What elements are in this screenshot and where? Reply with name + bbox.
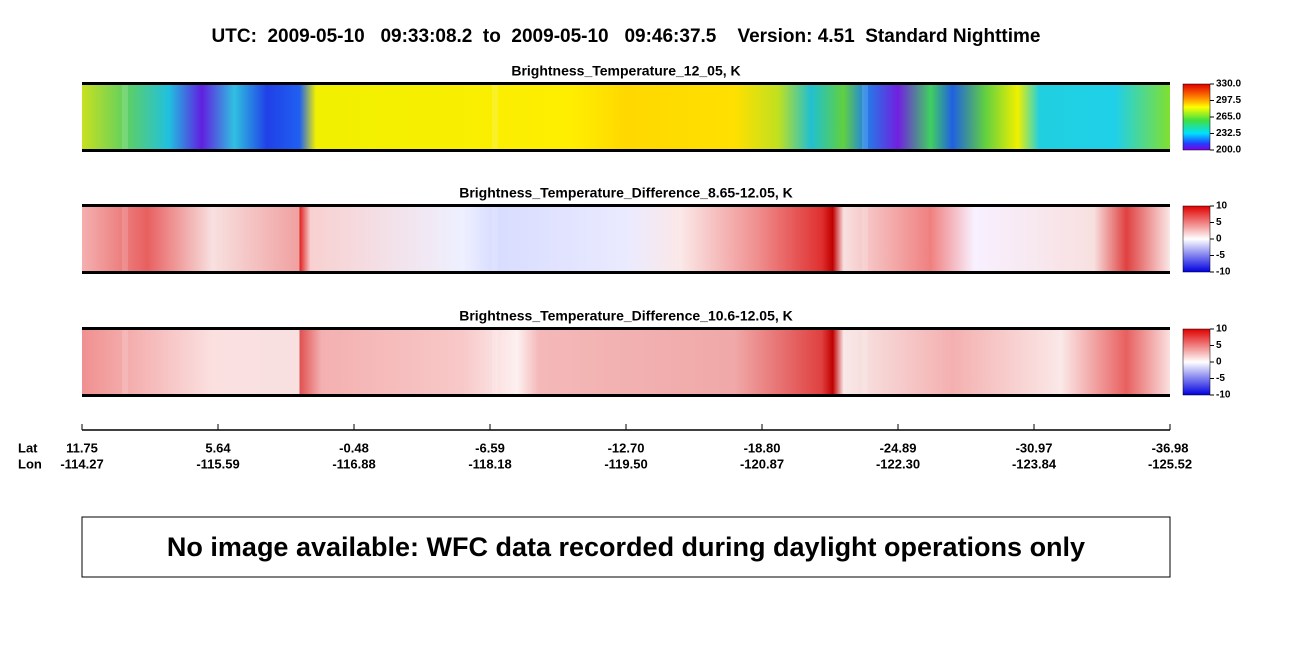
strip-edge bbox=[82, 204, 1170, 207]
lon-heading: Lon bbox=[18, 456, 42, 471]
colorbar-label: 200.0 bbox=[1216, 145, 1241, 156]
lon-label: -125.52 bbox=[1148, 456, 1192, 471]
image-strip bbox=[82, 206, 1170, 272]
texture bbox=[492, 206, 498, 272]
texture bbox=[122, 329, 128, 395]
texture bbox=[492, 84, 498, 150]
message-box bbox=[81, 516, 1171, 578]
colorbar-label: 0 bbox=[1216, 234, 1222, 245]
panel-title: Brightness_Temperature_Difference_10.6-1… bbox=[459, 308, 793, 324]
strip-edge bbox=[82, 327, 1170, 330]
colorbar-label: 10 bbox=[1216, 324, 1228, 335]
colorbar-label: -5 bbox=[1216, 373, 1225, 384]
lon-label: -114.27 bbox=[60, 456, 103, 471]
colorbar-label: 10 bbox=[1216, 201, 1228, 212]
colorbar-label: 297.5 bbox=[1216, 95, 1241, 106]
strip-edge bbox=[82, 149, 1170, 152]
lon-label: -120.87 bbox=[740, 456, 784, 471]
lon-label: -122.30 bbox=[876, 456, 920, 471]
message: No image available: WFC data recorded du… bbox=[167, 532, 1085, 562]
strip-edge bbox=[82, 82, 1170, 85]
colorbar-label: -5 bbox=[1216, 250, 1225, 261]
lon-label: -119.50 bbox=[604, 456, 647, 471]
lat-label: -24.89 bbox=[880, 440, 917, 455]
colorbar bbox=[1182, 205, 1211, 273]
lat-label: -0.48 bbox=[339, 440, 369, 455]
lon-label: -115.59 bbox=[196, 456, 239, 471]
texture bbox=[862, 206, 868, 272]
colorbar bbox=[1182, 328, 1211, 396]
lat-heading: Lat bbox=[18, 440, 38, 455]
lat-label: -12.70 bbox=[608, 440, 645, 455]
colorbar-label: 330.0 bbox=[1216, 79, 1241, 90]
texture bbox=[122, 206, 128, 272]
lat-label: 11.75 bbox=[66, 440, 98, 455]
image-strip bbox=[82, 84, 1170, 150]
panel-title: Brightness_Temperature_12_05, K bbox=[511, 63, 740, 79]
lon-label: -116.88 bbox=[332, 456, 375, 471]
texture bbox=[492, 329, 498, 395]
colorbar-label: -10 bbox=[1216, 267, 1231, 278]
panel-title: Brightness_Temperature_Difference_8.65-1… bbox=[459, 185, 793, 201]
colorbar-label: -10 bbox=[1216, 390, 1231, 401]
strip-edge bbox=[82, 394, 1170, 397]
colorbar-label: 0 bbox=[1216, 357, 1222, 368]
colorbar bbox=[1182, 83, 1211, 151]
texture bbox=[862, 84, 868, 150]
strip-edge bbox=[82, 271, 1170, 274]
lat-label: 5.64 bbox=[205, 440, 231, 455]
lat-label: -36.98 bbox=[1152, 440, 1189, 455]
texture bbox=[122, 84, 128, 150]
lon-label: -118.18 bbox=[468, 456, 511, 471]
colorbar-label: 265.0 bbox=[1216, 112, 1241, 123]
texture bbox=[862, 329, 868, 395]
lat-label: -30.97 bbox=[1016, 440, 1053, 455]
colorbar-label: 5 bbox=[1216, 217, 1222, 228]
colorbar-label: 5 bbox=[1216, 340, 1222, 351]
lon-label: -123.84 bbox=[1012, 456, 1057, 471]
image-strip bbox=[82, 329, 1170, 395]
colorbar-label: 232.5 bbox=[1216, 128, 1241, 139]
figure-title: UTC: 2009-05-10 09:33:08.2 to 2009-05-10… bbox=[212, 26, 1041, 47]
lat-label: -6.59 bbox=[475, 440, 505, 455]
lat-label: -18.80 bbox=[744, 440, 781, 455]
